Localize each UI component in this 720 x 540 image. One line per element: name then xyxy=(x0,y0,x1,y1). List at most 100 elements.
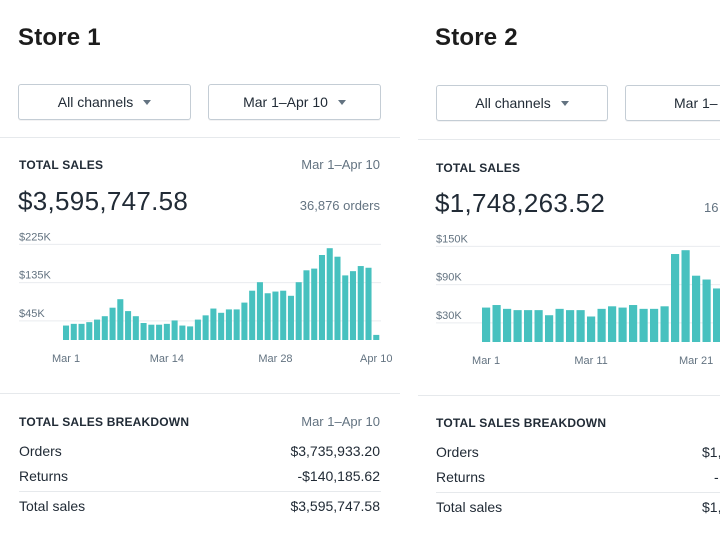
x-tick-label: Mar 11 xyxy=(574,355,607,367)
divider xyxy=(436,492,720,493)
chevron-down-icon xyxy=(337,99,346,105)
chart-bar[interactable] xyxy=(576,310,585,342)
chart-bar[interactable] xyxy=(101,316,108,340)
chart-bar[interactable] xyxy=(109,307,116,340)
chart-bar[interactable] xyxy=(342,275,349,340)
channel-filter-dropdown[interactable]: All channels xyxy=(18,84,191,120)
chart-bar[interactable] xyxy=(202,315,209,340)
orders-row-label: Orders xyxy=(436,444,479,460)
chart-bar[interactable] xyxy=(140,323,147,340)
x-tick-label: Mar 28 xyxy=(258,353,292,365)
date-range-label: Mar 1– xyxy=(674,95,718,111)
store-title: Store 1 xyxy=(18,24,101,51)
chart-bar[interactable] xyxy=(125,311,132,340)
channel-filter-dropdown[interactable]: All channels xyxy=(436,85,608,121)
chart-bar[interactable] xyxy=(311,268,318,340)
chart-bar[interactable] xyxy=(349,271,357,340)
x-tick-label: Mar 21 xyxy=(679,355,713,367)
chart-bar[interactable] xyxy=(295,282,302,340)
divider xyxy=(418,395,720,396)
total-sales-row-value: $1, xyxy=(702,499,720,515)
orders-count: 36,876 orders xyxy=(299,198,380,213)
chart-bar[interactable] xyxy=(233,309,240,340)
chart-bar[interactable] xyxy=(713,288,720,342)
chart-bar[interactable] xyxy=(629,305,638,342)
chart-bar[interactable] xyxy=(660,306,669,342)
chart-bar[interactable] xyxy=(241,302,248,340)
chart-bar[interactable] xyxy=(210,308,217,340)
chart-bar[interactable] xyxy=(318,255,326,340)
chart-bar[interactable] xyxy=(692,275,701,342)
chart-bar[interactable] xyxy=(117,299,124,340)
breakdown-date-range: Mar 1–Apr 10 xyxy=(301,414,380,429)
chart-bar[interactable] xyxy=(671,254,680,342)
chart-bar[interactable] xyxy=(70,323,77,340)
returns-row-label: Returns xyxy=(19,468,69,484)
chart-bar[interactable] xyxy=(163,323,170,340)
divider xyxy=(19,491,381,492)
chart-bar[interactable] xyxy=(326,248,333,340)
x-tick-label: Mar 1 xyxy=(52,353,80,365)
chart-bar[interactable] xyxy=(650,308,659,342)
chart-bar[interactable] xyxy=(492,305,501,342)
y-tick-label: $150K xyxy=(436,233,468,245)
chart-bar[interactable] xyxy=(256,282,263,340)
total-sales-row-label: Total sales xyxy=(19,498,86,514)
breakdown-label: TOTAL SALES BREAKDOWN xyxy=(436,416,607,430)
chart-bar[interactable] xyxy=(78,323,85,340)
chart-bar[interactable] xyxy=(373,334,380,340)
y-tick-label: $90K xyxy=(436,272,462,284)
chart-bar[interactable] xyxy=(681,250,690,342)
y-tick-label: $225K xyxy=(19,231,51,243)
orders-row-label: Orders xyxy=(19,443,62,459)
y-tick-label: $30K xyxy=(436,310,462,322)
chart-bar[interactable] xyxy=(618,307,627,342)
chart-bar[interactable] xyxy=(555,308,564,342)
date-range-dropdown[interactable]: Mar 1–Apr 10 xyxy=(208,84,381,120)
sales-bar-chart: $225K $135K $45K Mar 1 Mar 14 Mar 28 Apr 10 xyxy=(19,231,392,365)
sales-bar-chart: $150K $90K $30K Mar 1 Mar 11 Mar 21 xyxy=(436,233,720,367)
chart-bar[interactable] xyxy=(179,325,186,340)
total-sales-row-value: $3,595,747.58 xyxy=(290,498,380,514)
chart-bar[interactable] xyxy=(86,322,93,340)
chart-bar[interactable] xyxy=(545,315,554,342)
chart-bar[interactable] xyxy=(280,290,287,340)
chart-bar[interactable] xyxy=(334,256,341,340)
chart-bar[interactable] xyxy=(639,308,648,342)
chart-bar[interactable] xyxy=(482,307,491,342)
chart-bar[interactable] xyxy=(566,310,575,342)
chart-bar[interactable] xyxy=(303,270,310,340)
chart-bar[interactable] xyxy=(702,279,711,342)
chart-bar[interactable] xyxy=(608,306,617,342)
chart-bar[interactable] xyxy=(534,310,543,342)
chart-bar[interactable] xyxy=(194,319,201,340)
chart-bar[interactable] xyxy=(597,308,606,342)
chart-bar[interactable] xyxy=(148,324,155,340)
date-range-dropdown[interactable]: Mar 1– xyxy=(625,85,720,121)
chart-bar[interactable] xyxy=(218,312,225,340)
chart-bar[interactable] xyxy=(156,324,163,340)
chart-bar[interactable] xyxy=(587,316,596,343)
chart-bar[interactable] xyxy=(513,310,522,342)
chart-bar[interactable] xyxy=(225,309,232,340)
chart-bar[interactable] xyxy=(503,308,512,342)
x-tick-label: Mar 1 xyxy=(472,355,500,367)
chart-bar[interactable] xyxy=(272,291,279,340)
chart-bar[interactable] xyxy=(524,310,533,342)
chart-bar[interactable] xyxy=(171,320,178,340)
total-sales-amount: $1,748,263.52 xyxy=(435,188,606,218)
chart-bar[interactable] xyxy=(287,295,294,340)
chart-bar[interactable] xyxy=(94,319,101,340)
chart-bar[interactable] xyxy=(63,325,70,340)
chart-bar[interactable] xyxy=(357,266,364,340)
chevron-down-icon xyxy=(560,100,569,106)
chart-bar[interactable] xyxy=(187,326,194,340)
chart-bar[interactable] xyxy=(365,267,372,340)
store-2-panel: Store 2 All channels Mar 1– TOTAL SALES … xyxy=(418,0,720,540)
chart-bar[interactable] xyxy=(132,316,139,340)
divider xyxy=(0,393,400,394)
chevron-down-icon xyxy=(143,99,152,105)
chart-bar[interactable] xyxy=(249,290,256,340)
chart-bar[interactable] xyxy=(264,293,271,340)
x-tick-label: Mar 14 xyxy=(150,353,184,365)
